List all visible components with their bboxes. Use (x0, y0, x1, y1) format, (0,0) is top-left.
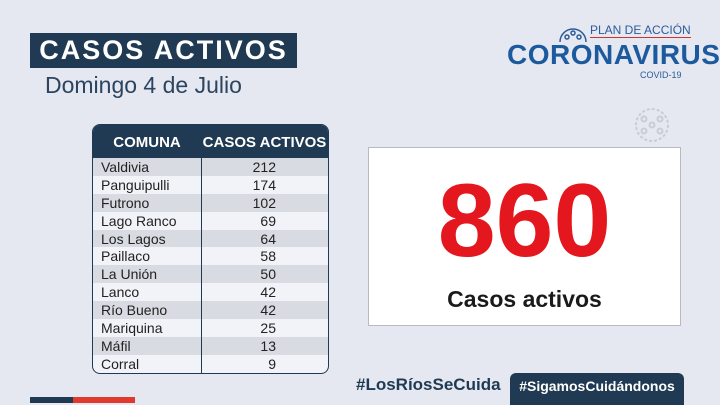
page-title: CASOS ACTIVOS (30, 33, 297, 68)
total-label: Casos activos (447, 286, 602, 312)
logo-covid: COVID-19 (640, 70, 682, 80)
table-row: Paillaco 58 (93, 247, 328, 266)
table-row: Valdivia 212 (93, 158, 328, 176)
logo-plan-accion: PLAN DE ACCIÓN (590, 23, 691, 38)
total-active-cases: 860 (437, 163, 612, 279)
table-row: Panguipulli 174 (93, 175, 328, 194)
cell-comuna: La Unión (93, 265, 202, 284)
cell-cases: 13 (260, 337, 276, 354)
cell-cases: 42 (260, 284, 276, 301)
cell-cases: 102 (252, 194, 276, 211)
total-box: 860 Casos activos (368, 147, 681, 326)
table-row: Mariquina 25 (93, 319, 328, 337)
cell-cases: 50 (260, 266, 276, 283)
table-header: COMUNA CASOS ACTIVOS (93, 125, 328, 158)
table-row: Lago Ranco 69 (93, 211, 328, 230)
hashtag-los-rios: #LosRíosSeCuida (356, 375, 501, 394)
cases-table: COMUNA CASOS ACTIVOS Valdivia 212 Panguipu… (92, 124, 329, 374)
cell-cases: 212 (252, 159, 276, 175)
virus-watermark-icon (635, 108, 669, 142)
logo-coronavirus: CORONAVIRUS (507, 39, 720, 70)
column-header-casos: CASOS ACTIVOS (202, 134, 327, 151)
cell-comuna: Panguipulli (93, 175, 202, 194)
table-row: Corral 9 (93, 354, 328, 373)
cell-comuna: Paillaco (93, 247, 202, 266)
cell-comuna: Corral (93, 354, 202, 373)
table-row: Lanco 42 (93, 283, 328, 302)
virus-icon (559, 28, 587, 43)
table-row: La Unión 50 (93, 265, 328, 284)
cell-comuna: Mariquina (93, 319, 202, 337)
cell-comuna: Futrono (93, 193, 202, 212)
table-row: Máfil 13 (93, 336, 328, 355)
cell-cases: 25 (260, 320, 276, 337)
hashtag-sigamos: #SigamosCuidándonos (510, 373, 684, 405)
cell-cases: 174 (252, 176, 276, 193)
decor-bar-navy (30, 397, 73, 403)
cell-comuna: Máfil (93, 336, 202, 355)
cell-comuna: Río Bueno (93, 301, 202, 320)
cell-cases: 9 (268, 355, 276, 372)
cell-comuna: Lago Ranco (93, 211, 202, 230)
decor-bar-red (73, 397, 135, 403)
cell-cases: 64 (260, 230, 276, 247)
column-header-comuna: COMUNA (113, 134, 181, 151)
table-body: Valdivia 212 Panguipulli 174 Futrono 102 Lago … (93, 158, 328, 373)
cell-comuna: Lanco (93, 283, 202, 302)
table-row: Futrono 102 (93, 193, 328, 212)
table-row: Los Lagos 64 (93, 229, 328, 248)
date-subtitle: Domingo 4 de Julio (45, 72, 242, 98)
cell-cases: 58 (260, 248, 276, 265)
cell-comuna: Valdivia (93, 158, 202, 176)
cell-comuna: Los Lagos (93, 229, 202, 248)
cell-cases: 69 (260, 212, 276, 229)
cell-cases: 42 (260, 302, 276, 319)
table-row: Río Bueno 42 (93, 301, 328, 320)
